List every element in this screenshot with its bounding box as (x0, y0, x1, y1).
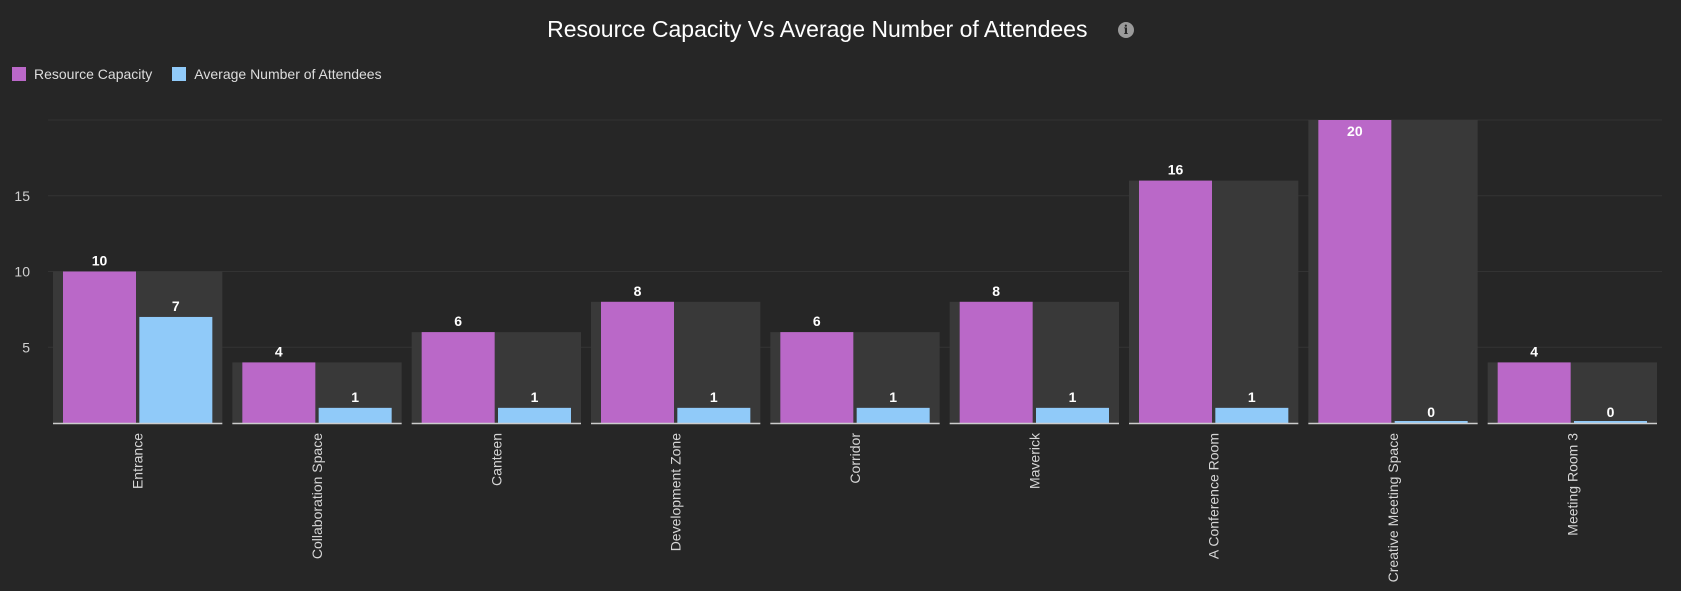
data-label: 1 (351, 389, 359, 405)
data-label: 8 (634, 283, 642, 299)
x-tick-label: Maverick (1026, 432, 1042, 489)
x-tick-label: Entrance (130, 433, 146, 489)
info-icon[interactable]: i (1117, 21, 1134, 38)
legend-item-resource-capacity[interactable]: Resource Capacity (12, 66, 152, 82)
x-tick-label: Canteen (488, 433, 504, 486)
bar-average-attendees[interactable] (498, 407, 571, 423)
legend-item-average-attendees[interactable]: Average Number of Attendees (172, 66, 382, 82)
data-label: 0 (1427, 404, 1435, 420)
bar-average-attendees[interactable] (139, 316, 213, 423)
legend-label-average-attendees: Average Number of Attendees (194, 66, 382, 82)
bar-average-attendees[interactable] (318, 407, 392, 423)
y-tick-label: 15 (14, 188, 30, 204)
data-label: 1 (710, 389, 718, 405)
legend-swatch-resource-capacity (12, 67, 26, 81)
x-tick-label: Meeting Room 3 (1564, 433, 1580, 536)
data-label: 4 (1530, 343, 1538, 359)
legend-swatch-average-attendees (172, 67, 187, 81)
data-label: 8 (992, 283, 1000, 299)
chart-title: Resource Capacity Vs Average Number of A… (547, 16, 1088, 42)
bar-average-attendees[interactable] (1215, 407, 1289, 423)
x-tick-label: Collaboration Space (309, 433, 325, 559)
chart-title-row: Resource Capacity Vs Average Number of A… (0, 16, 1681, 43)
bar-average-attendees[interactable] (1574, 421, 1647, 423)
data-label: 0 (1607, 404, 1615, 420)
bar-average-attendees[interactable] (677, 407, 751, 423)
bar-resource-capacity[interactable] (1139, 180, 1212, 423)
x-tick-label: Development Zone (668, 433, 684, 552)
data-label: 1 (531, 389, 539, 405)
y-tick-label: 10 (14, 264, 30, 280)
x-tick-label: Corridor (847, 433, 863, 484)
bar-average-attendees[interactable] (856, 407, 930, 423)
bar-resource-capacity[interactable] (1497, 362, 1571, 423)
bar-resource-capacity[interactable] (780, 332, 854, 423)
legend: Resource Capacity Average Number of Atte… (12, 66, 402, 82)
data-label: 6 (454, 313, 462, 329)
bar-resource-capacity[interactable] (1318, 120, 1392, 423)
bar-resource-capacity[interactable] (242, 362, 316, 423)
data-label: 1 (889, 389, 897, 405)
x-tick-label: Creative Meeting Space (1385, 433, 1401, 583)
legend-label-resource-capacity: Resource Capacity (34, 66, 153, 82)
bar-resource-capacity[interactable] (959, 301, 1033, 423)
y-tick-label: 5 (22, 339, 30, 355)
data-label: 16 (1168, 162, 1184, 178)
x-tick-label: A Conference Room (1206, 433, 1222, 559)
data-label: 20 (1347, 123, 1363, 139)
bar-average-attendees[interactable] (1036, 407, 1109, 423)
data-label: 4 (275, 343, 283, 359)
data-label: 7 (172, 298, 180, 314)
bar-average-attendees[interactable] (1394, 421, 1468, 423)
data-label: 10 (92, 253, 108, 269)
data-label: 6 (813, 313, 821, 329)
bar-resource-capacity[interactable] (63, 271, 136, 424)
bar-resource-capacity[interactable] (421, 332, 495, 423)
data-label: 1 (1069, 389, 1077, 405)
data-label: 1 (1248, 389, 1256, 405)
bar-resource-capacity[interactable] (601, 301, 674, 423)
